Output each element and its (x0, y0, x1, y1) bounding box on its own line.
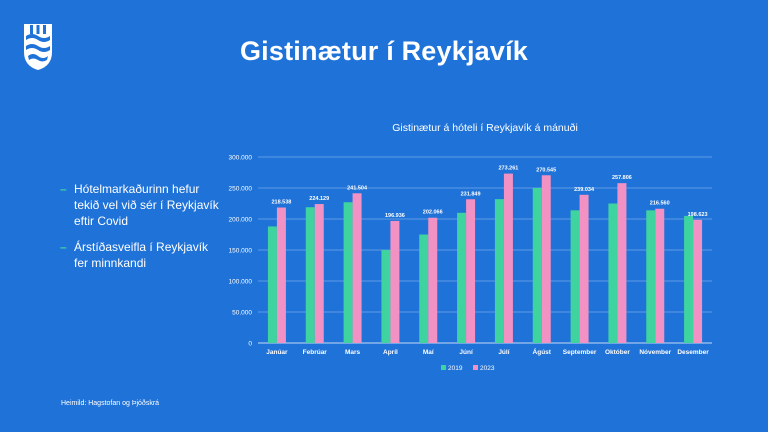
bar-2023 (693, 219, 703, 343)
bar-2023 (655, 208, 665, 343)
data-label: 257.806 (612, 175, 632, 181)
bar-2023 (390, 220, 400, 343)
x-tick-label: Febrúar (303, 349, 328, 356)
legend-swatch-2019 (441, 365, 446, 370)
bar-2019 (532, 188, 542, 343)
bar-2019 (684, 215, 694, 343)
bullet-dash-icon: – (60, 182, 67, 196)
y-tick-label: 0 (248, 341, 252, 348)
y-tick-label: 250.000 (229, 186, 253, 193)
bullet-list: – Hótelmarkaðurinn hefur tekið vel við s… (60, 181, 220, 281)
bar-2023 (617, 183, 627, 343)
legend-label: 2019 (448, 365, 463, 372)
bar-2023 (314, 204, 324, 343)
data-label: 270.545 (536, 167, 556, 173)
bar-2019 (343, 202, 353, 343)
page-title: Gistinætur í Reykjavík (239, 36, 528, 66)
data-label: 216.560 (650, 201, 670, 207)
bullet-dash-icon: – (60, 240, 67, 254)
data-label: 196.936 (385, 213, 405, 219)
legend-swatch-2023 (473, 365, 478, 370)
x-tick-label: Janúar (266, 349, 288, 356)
x-tick-label: Júlí (498, 349, 509, 356)
x-tick-label: Ágúst (533, 347, 552, 356)
bar-2019 (494, 199, 504, 343)
chart-title: Gistinætur á hóteli í Reykjavík á mánuði (392, 122, 578, 134)
data-label: 273.261 (498, 166, 518, 172)
data-label: 224.129 (309, 196, 329, 202)
data-label: 198.623 (688, 212, 708, 218)
bar-2023 (579, 194, 589, 343)
data-label: 218.538 (271, 200, 291, 206)
source-note: Heimild: Hagstofan og Þjóðskrá (61, 400, 160, 407)
x-tick-label: Október (605, 349, 630, 356)
bar-2023 (352, 193, 362, 343)
bar-2023 (541, 175, 551, 343)
y-tick-label: 100.000 (229, 279, 253, 286)
bar-2023 (428, 217, 438, 343)
x-tick-label: September (563, 349, 597, 356)
data-label: 202.066 (423, 210, 443, 216)
bar-2023 (466, 199, 476, 343)
bullet-item: – Árstíðasveifla í Reykjavík fer minnkan… (60, 239, 220, 271)
data-label: 231.849 (461, 191, 481, 197)
y-tick-label: 150.000 (229, 248, 253, 255)
bar-2019 (570, 210, 580, 343)
y-tick-label: 300.000 (229, 155, 253, 162)
bullet-item: – Hótelmarkaðurinn hefur tekið vel við s… (60, 181, 220, 229)
bar-2023 (503, 173, 513, 343)
bar-2019 (419, 234, 429, 343)
bar-2019 (608, 203, 618, 343)
bullet-text: Hótelmarkaðurinn hefur tekið vel við sér… (74, 182, 219, 228)
reykjavik-coat-of-arms-icon (24, 24, 52, 70)
data-label: 239.034 (574, 187, 595, 193)
bar-2019 (381, 250, 391, 343)
bullet-text: Árstíðasveifla í Reykjavík fer minnkandi (74, 240, 209, 270)
bar-2019 (305, 207, 315, 343)
bar-2019 (457, 212, 467, 343)
y-tick-label: 50.000 (232, 310, 252, 317)
x-tick-label: Júní (459, 349, 473, 356)
x-tick-label: Nóvember (639, 349, 671, 356)
x-tick-label: Desember (677, 349, 709, 356)
bar-2023 (276, 207, 286, 343)
bar-2019 (646, 210, 656, 343)
x-tick-label: Apríl (383, 349, 398, 356)
data-label: 241.504 (347, 185, 368, 191)
x-tick-label: Mars (345, 349, 361, 356)
y-tick-label: 200.000 (229, 217, 253, 224)
legend-label: 2023 (480, 365, 495, 372)
x-tick-label: Maí (423, 349, 434, 356)
bar-2019 (267, 226, 277, 343)
